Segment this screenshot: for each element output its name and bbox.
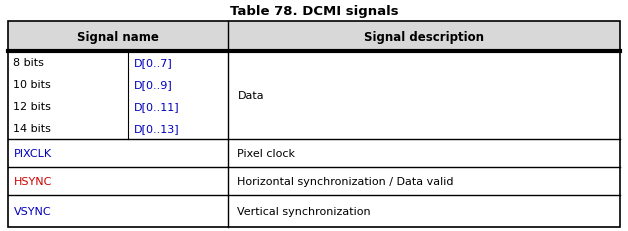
Text: D[0..9]: D[0..9] (134, 80, 173, 90)
Text: D[0..7]: D[0..7] (134, 58, 173, 68)
Text: Horizontal synchronization / Data valid: Horizontal synchronization / Data valid (237, 176, 454, 186)
Bar (8, 22, 620, 52)
Text: HSYNC: HSYNC (14, 176, 53, 186)
Text: Pixel clock: Pixel clock (237, 148, 295, 158)
Text: Data: Data (237, 91, 264, 100)
Text: Table 78. DCMI signals: Table 78. DCMI signals (230, 4, 398, 17)
Text: 8 bits: 8 bits (13, 58, 44, 68)
Bar (8, 22, 620, 227)
Text: 10 bits: 10 bits (13, 80, 51, 90)
Text: 12 bits: 12 bits (13, 102, 51, 112)
Text: Vertical synchronization: Vertical synchronization (237, 206, 371, 216)
Text: Signal name: Signal name (77, 30, 159, 43)
Text: VSYNC: VSYNC (14, 206, 52, 216)
Text: PIXCLK: PIXCLK (14, 148, 52, 158)
Text: D[0..11]: D[0..11] (134, 102, 180, 112)
Text: Signal description: Signal description (364, 30, 484, 43)
Text: D[0..13]: D[0..13] (134, 123, 180, 134)
Text: 14 bits: 14 bits (13, 123, 51, 134)
